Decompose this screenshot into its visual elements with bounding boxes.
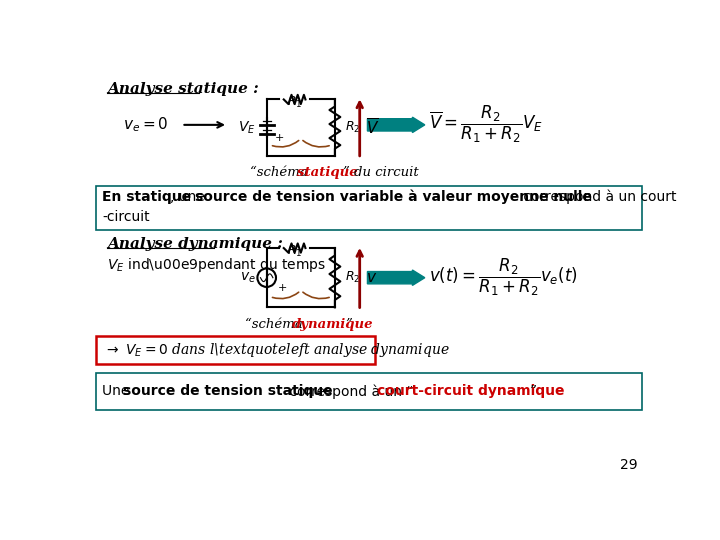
FancyBboxPatch shape (96, 373, 642, 410)
Text: statique: statique (297, 166, 358, 179)
Text: $\overline{V}$: $\overline{V}$ (366, 118, 379, 138)
Text: ”: ” (346, 318, 353, 331)
Text: $V_E$: $V_E$ (238, 119, 256, 136)
Text: ”: ” (530, 384, 537, 399)
Text: $V_E$ ind\u00e9pendant du temps: $V_E$ ind\u00e9pendant du temps (107, 256, 326, 274)
Text: $v_e = 0$: $v_e = 0$ (123, 116, 168, 134)
Text: $R_1$: $R_1$ (287, 95, 302, 110)
Text: correspond à un “: correspond à un “ (285, 384, 414, 399)
Text: 29: 29 (619, 458, 637, 472)
Text: “schéma: “schéma (245, 318, 307, 331)
Text: En statique: En statique (102, 190, 192, 204)
Text: $R_2$: $R_2$ (345, 270, 360, 285)
Text: Analyse dynamique :: Analyse dynamique : (107, 237, 283, 251)
FancyBboxPatch shape (96, 336, 375, 363)
Text: $\overline{V}=\dfrac{R_2}{R_1+R_2}V_E$: $\overline{V}=\dfrac{R_2}{R_1+R_2}V_E$ (429, 104, 544, 145)
Text: $R_2$: $R_2$ (345, 120, 360, 135)
FancyArrow shape (367, 117, 425, 132)
Text: ” du circuit: ” du circuit (343, 166, 418, 179)
Text: correspond à un court: correspond à un court (519, 190, 677, 205)
Text: Analyse statique :: Analyse statique : (107, 82, 258, 96)
Text: $\rightarrow$ $V_E = 0$ dans l\textquoteleft analyse dynamique: $\rightarrow$ $V_E = 0$ dans l\textquote… (104, 341, 450, 359)
Text: $v$: $v$ (366, 271, 377, 285)
Text: , une: , une (170, 190, 209, 204)
Text: Une: Une (102, 384, 134, 399)
Text: dynamique: dynamique (292, 318, 373, 331)
Text: “schéma: “schéma (251, 166, 312, 179)
Text: court-circuit dynamique: court-circuit dynamique (377, 384, 564, 399)
Text: $v(t)=\dfrac{R_2}{R_1+R_2}v_e(t)$: $v(t)=\dfrac{R_2}{R_1+R_2}v_e(t)$ (429, 257, 578, 298)
Text: source de tension statique: source de tension statique (122, 384, 332, 399)
Text: +: + (277, 284, 287, 293)
FancyBboxPatch shape (96, 186, 642, 231)
Text: $v_e$: $v_e$ (240, 271, 256, 285)
Text: source de tension variable à valeur moyenne nulle: source de tension variable à valeur moye… (195, 190, 593, 205)
Text: -circuit: -circuit (102, 210, 150, 224)
Text: $R_1$: $R_1$ (287, 244, 302, 259)
Text: +: + (275, 133, 284, 143)
FancyArrow shape (367, 270, 425, 286)
